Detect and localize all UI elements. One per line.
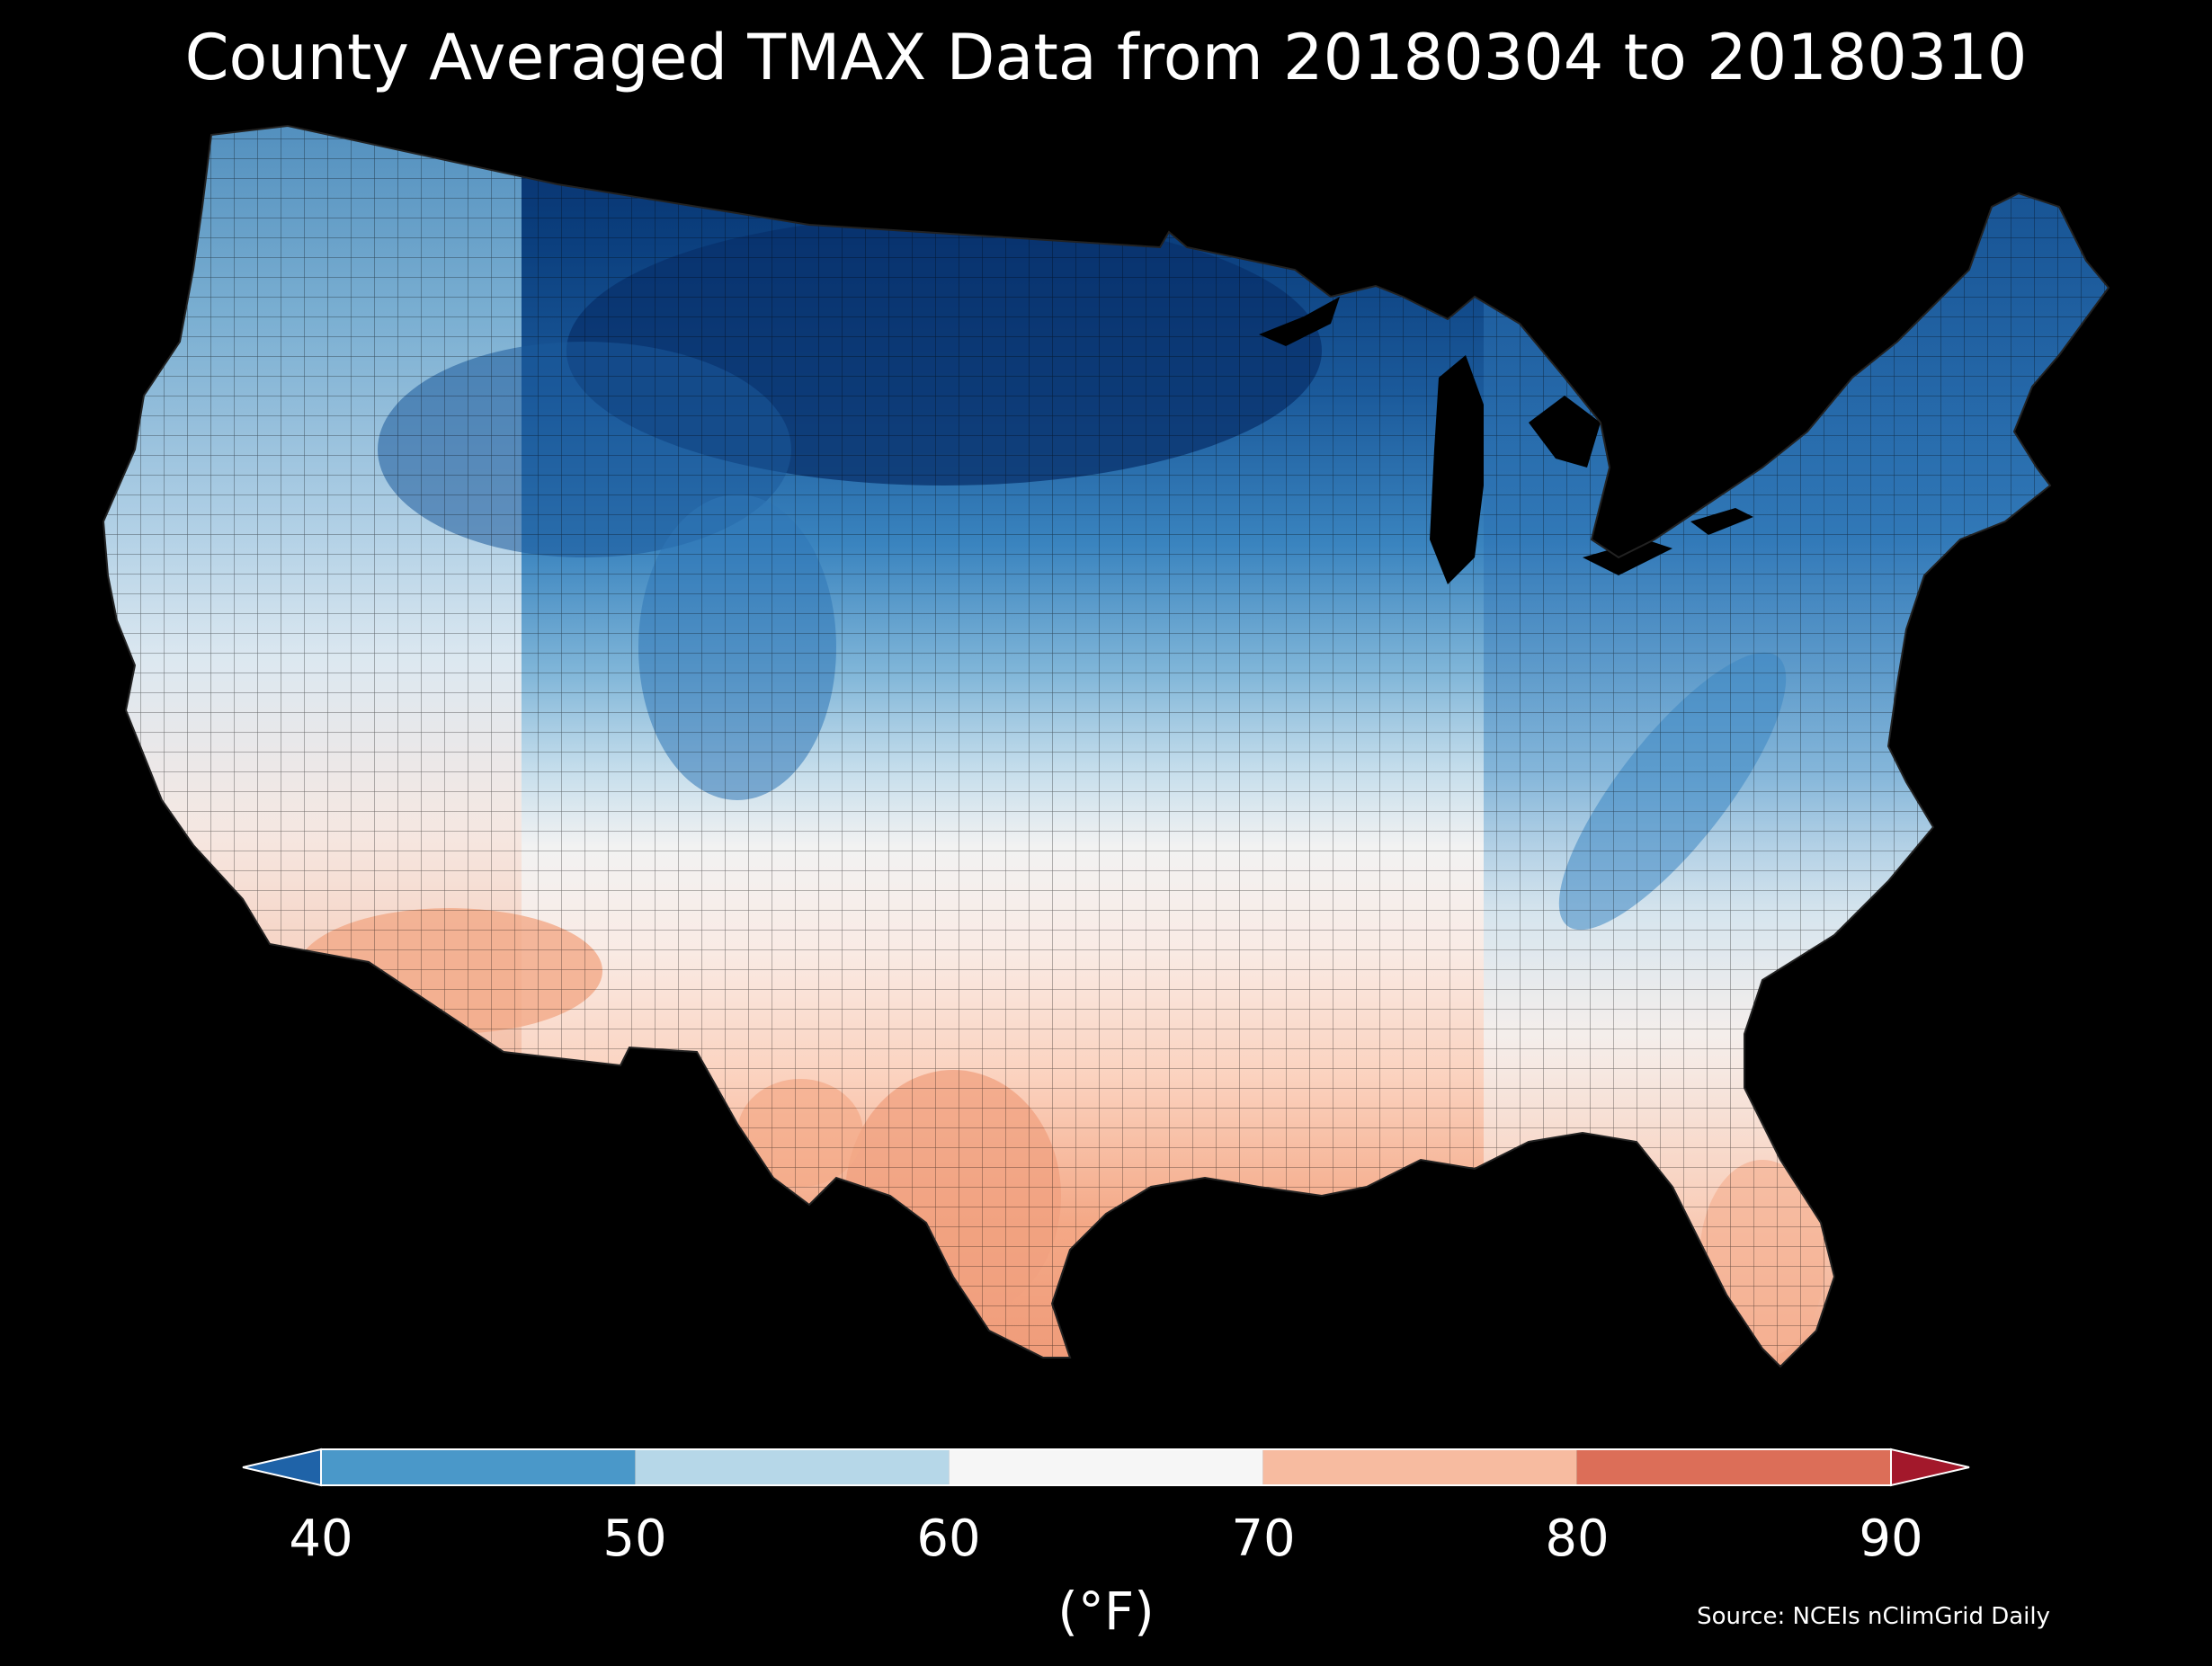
colorbar-under-arrow: [242, 1448, 322, 1487]
colorbar-segment-40-50: [321, 1449, 636, 1485]
colorbar-tick-80: 80: [1545, 1510, 1610, 1568]
colorbar-segments: [321, 1449, 1891, 1485]
colorbar-tick-90: 90: [1859, 1510, 1923, 1568]
colorbar-tick-70: 70: [1231, 1510, 1296, 1568]
colorbar-units-label: (°F): [1057, 1581, 1155, 1642]
colorbar-frame: [320, 1448, 1892, 1486]
colorbar-segment-60-70: [949, 1449, 1263, 1485]
map-title: County Averaged TMAX Data from 20180304 …: [184, 21, 2028, 94]
colorbar-over-arrow: [1890, 1448, 1970, 1487]
source-note: Source: NCEIs nClimGrid Daily: [1697, 1603, 2050, 1630]
colorbar-segment-50-60: [635, 1449, 950, 1485]
colorbar-tick-40: 40: [289, 1510, 353, 1568]
colorbar-tick-60: 60: [916, 1510, 981, 1568]
colorbar-segment-70-80: [1262, 1449, 1577, 1485]
great-lakes: [1259, 297, 1753, 584]
colorbar-tick-50: 50: [602, 1510, 667, 1568]
colorbar-segment-80-90: [1576, 1449, 1891, 1485]
